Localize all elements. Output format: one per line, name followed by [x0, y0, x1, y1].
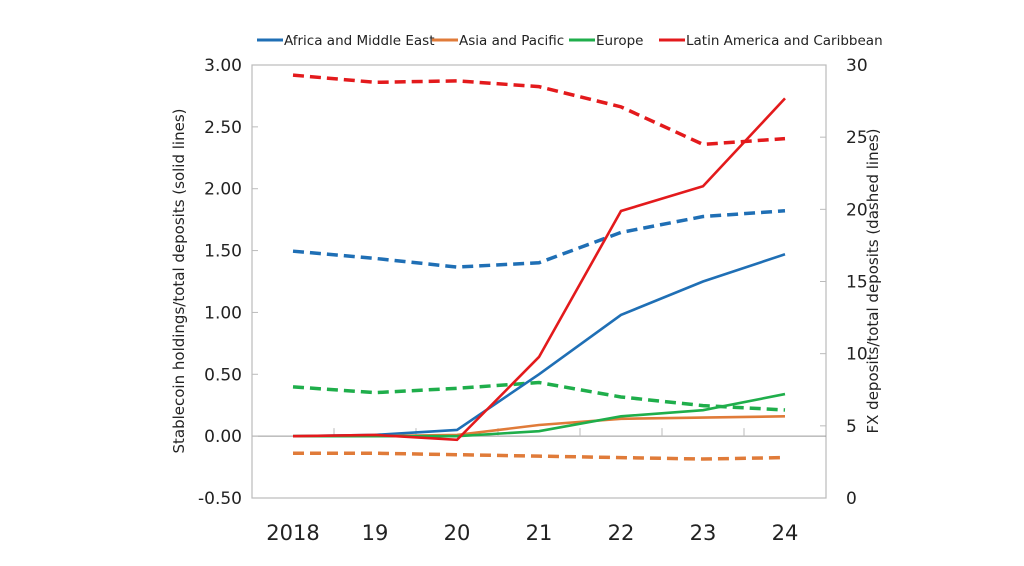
x-tick-label: 24 [772, 521, 799, 545]
y2-tick-label: 20 [846, 200, 868, 220]
dashed-line-europe [292, 380, 786, 412]
legend-item-africa-and-middle-east: Africa and Middle East [257, 33, 435, 49]
legend-label: Asia and Pacific [459, 33, 564, 49]
x-tick-label: 2018 [266, 521, 319, 545]
legend-label: Latin America and Caribbean [686, 33, 883, 49]
legend-item-asia-and-pacific: Asia and Pacific [432, 33, 564, 49]
x-tick-label: 23 [690, 521, 717, 545]
y-tick-label: 3.00 [204, 56, 242, 76]
y2-axis-label: FX deposits/total deposits (dashed lines… [864, 129, 882, 434]
y2-tick-label: 10 [846, 345, 868, 365]
y2-tick-label: 25 [846, 128, 868, 148]
y2-tick-label: 5 [846, 417, 857, 437]
y2-tick-label: 0 [846, 489, 857, 509]
dashed-line-africa-and-middle-east [292, 209, 786, 269]
y-tick-label: 1.00 [204, 303, 242, 323]
x-tick-label: 19 [362, 521, 389, 545]
plot-area [251, 64, 827, 499]
legend-label: Europe [596, 33, 643, 49]
y-axis-label: Stablecoin holdings/total deposits (soli… [170, 109, 188, 454]
x-tick-label: 20 [444, 521, 471, 545]
dashed-line-latin-america-and-caribbean [292, 73, 786, 147]
y-tick-label: 0.50 [204, 365, 242, 385]
y2-tick-label: 30 [846, 56, 868, 76]
x-tick-label: 22 [608, 521, 635, 545]
solid-line-asia-and-pacific [293, 415, 786, 438]
solid-line-europe [293, 392, 786, 438]
x-tick-label: 21 [526, 521, 553, 545]
legend-label: Africa and Middle East [284, 33, 435, 49]
solid-line-latin-america-and-caribbean [292, 97, 786, 442]
y-tick-label: 0.00 [204, 427, 242, 447]
legend-item-europe: Europe [569, 33, 643, 49]
y-tick-label: 1.50 [204, 242, 242, 262]
legend-item-latin-america-and-caribbean: Latin America and Caribbean [659, 33, 883, 49]
y-tick-label: 2.00 [204, 180, 242, 200]
dashed-line-asia-and-pacific [293, 451, 786, 461]
y2-tick-label: 15 [846, 273, 868, 293]
y-tick-label: -0.50 [198, 489, 242, 509]
y-tick-label: 2.50 [204, 118, 242, 138]
legend: Africa and Middle East Asia and Pacific Eu… [257, 33, 883, 49]
